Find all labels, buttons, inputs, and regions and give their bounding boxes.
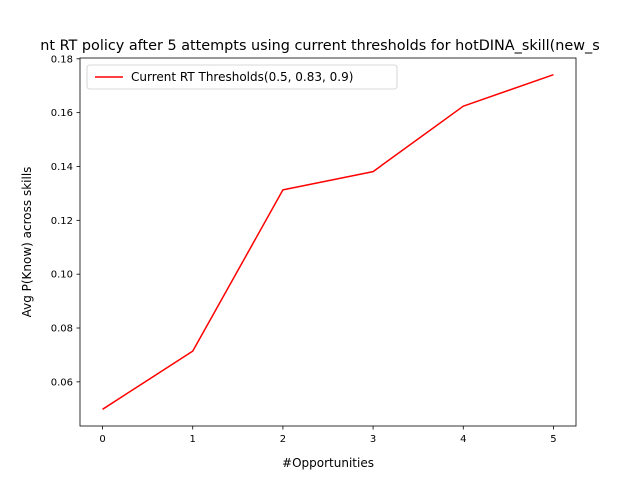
chart-title: nt RT policy after 5 attempts using curr…	[40, 38, 599, 54]
series-line	[102, 73, 554, 410]
y-tick-label: 0.08	[51, 324, 73, 335]
x-tick-label: 4	[460, 434, 466, 445]
x-axis-label: #Opportunities	[282, 456, 374, 470]
x-tick-label: 3	[370, 434, 376, 445]
y-axis-label: Avg P(Know) across skills	[20, 167, 34, 318]
y-tick-label: 0.10	[51, 270, 73, 281]
y-tick-label: 0.16	[51, 108, 73, 119]
y-tick-label: 0.06	[51, 377, 73, 388]
legend-box	[86, 64, 398, 90]
x-tick-label: 1	[190, 434, 196, 445]
x-tick-label: 0	[99, 434, 105, 445]
y-tick-label: 0.18	[51, 54, 73, 65]
legend-label: Current RT Thresholds(0.5, 0.83, 0.9)	[131, 70, 353, 84]
y-tick-label: 0.12	[51, 216, 73, 227]
y-tick-label: 0.14	[51, 162, 73, 173]
x-tick-label: 2	[280, 434, 286, 445]
plot-area: 0 1 2 3 4 5 0.06 0.08 0.10 0.12 0.14 0.16 0.18 Curren…	[51, 54, 577, 445]
plot-frame	[79, 57, 577, 427]
x-tick-label: 5	[550, 434, 556, 445]
